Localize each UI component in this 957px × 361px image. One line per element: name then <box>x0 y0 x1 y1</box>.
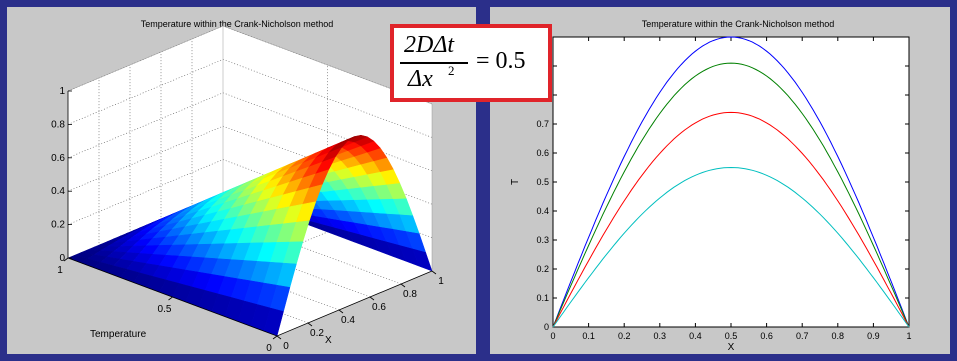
formula-equals: = 0.5 <box>476 48 526 74</box>
y-tick-label: 0.6 <box>536 148 549 158</box>
x-tick-label: 0.7 <box>796 331 809 341</box>
series-line <box>552 62 910 328</box>
x-tick-label: 1 <box>438 276 444 287</box>
y-tick <box>63 257 69 262</box>
formula-box: 2DΔt Δx 2 = 0.5 <box>390 24 552 102</box>
z-tick-label: 0.6 <box>51 153 65 164</box>
z-tick-label: 0 <box>59 253 65 264</box>
y-tick <box>272 335 278 340</box>
x-tick-label: 0.8 <box>403 289 417 300</box>
x-tick-label: 0.4 <box>341 315 355 326</box>
line-plot: Temperature within the Crank-Nicholson m… <box>510 19 912 353</box>
line-plot-title: Temperature within the Crank-Nicholson m… <box>642 19 835 29</box>
formula-denominator: Δx <box>408 66 433 92</box>
x-tick <box>307 322 313 327</box>
surface-ylabel: Temperature <box>90 329 147 340</box>
formula-numerator: 2DΔt <box>404 32 455 58</box>
x-tick-label: 0.9 <box>867 331 880 341</box>
y-tick-label: 0 <box>544 322 549 332</box>
z-tick-label: 0.4 <box>51 186 65 197</box>
y-tick-label: 0.1 <box>536 293 549 303</box>
y-tick <box>168 296 173 301</box>
y-tick-label: 0.5 <box>158 304 172 315</box>
line-plot-area <box>552 36 910 328</box>
x-tick-label: 0.2 <box>618 331 631 341</box>
x-tick-label: 0.6 <box>372 302 386 313</box>
surface-plot: Temperature within the Crank-Nicholson m… <box>51 19 444 354</box>
line-plot-series <box>552 36 910 328</box>
x-tick-label: 0 <box>283 341 289 352</box>
x-tick <box>400 283 406 288</box>
surface-xlabel: X <box>325 335 332 346</box>
x-tick <box>369 296 375 301</box>
surface-mesh <box>67 134 433 337</box>
z-tick-label: 1 <box>59 86 65 97</box>
x-tick-label: 0.2 <box>310 328 324 339</box>
series-line <box>552 111 910 328</box>
x-tick-label: 0 <box>550 331 555 341</box>
line-plot-panel: Temperature within the Crank-Nicholson m… <box>490 7 950 354</box>
y-tick-label: 0.7 <box>536 119 549 129</box>
z-tick-label: 0.2 <box>51 220 65 231</box>
y-tick-label: 0.4 <box>536 206 549 216</box>
surface-plot-title: Temperature within the Crank-Nicholson m… <box>141 19 334 29</box>
y-tick-label: 0 <box>266 343 272 354</box>
x-tick-label: 0.1 <box>582 331 595 341</box>
x-tick-label: 1 <box>906 331 911 341</box>
x-tick <box>431 270 437 275</box>
series-line <box>552 166 910 328</box>
series-line <box>552 36 910 328</box>
x-tick-label: 0.3 <box>654 331 667 341</box>
formula-exponent: 2 <box>448 63 455 78</box>
x-tick-label: 0.6 <box>760 331 773 341</box>
x-tick-label: 0.4 <box>689 331 702 341</box>
line-plot-xlabel: X <box>728 342 735 353</box>
x-tick <box>338 309 344 314</box>
x-tick <box>276 335 282 340</box>
y-tick-label: 0.3 <box>536 235 549 245</box>
x-tick-label: 0.5 <box>725 331 738 341</box>
y-tick-label: 1 <box>57 265 63 276</box>
fraction-bar <box>400 62 468 64</box>
y-tick-label: 0.2 <box>536 264 549 274</box>
y-tick-label: 0.5 <box>536 177 549 187</box>
z-tick-label: 0.8 <box>51 119 65 130</box>
line-plot-ylabel: T <box>510 179 521 185</box>
back-wall-left <box>68 26 223 258</box>
x-tick-label: 0.8 <box>832 331 845 341</box>
box-top-edge <box>67 25 433 271</box>
